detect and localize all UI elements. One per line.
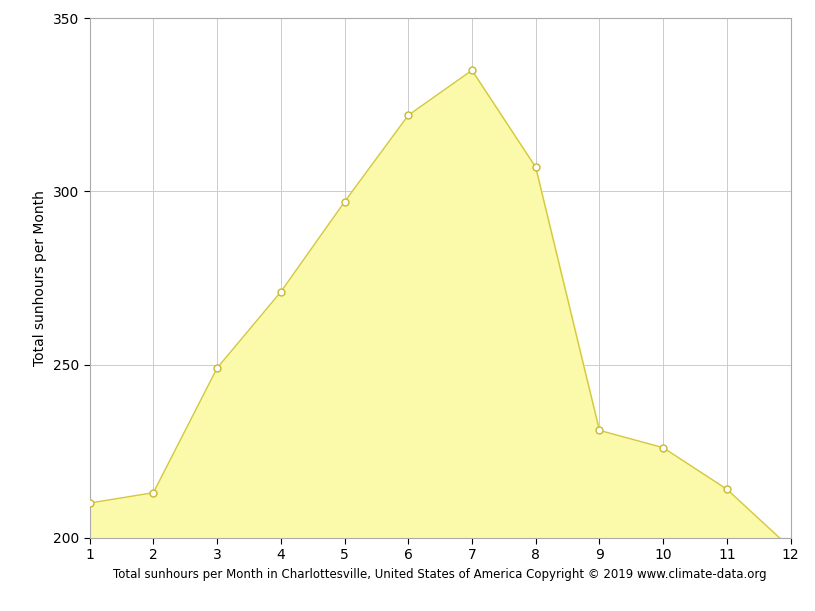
X-axis label: Total sunhours per Month in Charlottesville, United States of America Copyright : Total sunhours per Month in Charlottesvi… <box>113 568 767 580</box>
Y-axis label: Total sunhours per Month: Total sunhours per Month <box>33 190 47 366</box>
